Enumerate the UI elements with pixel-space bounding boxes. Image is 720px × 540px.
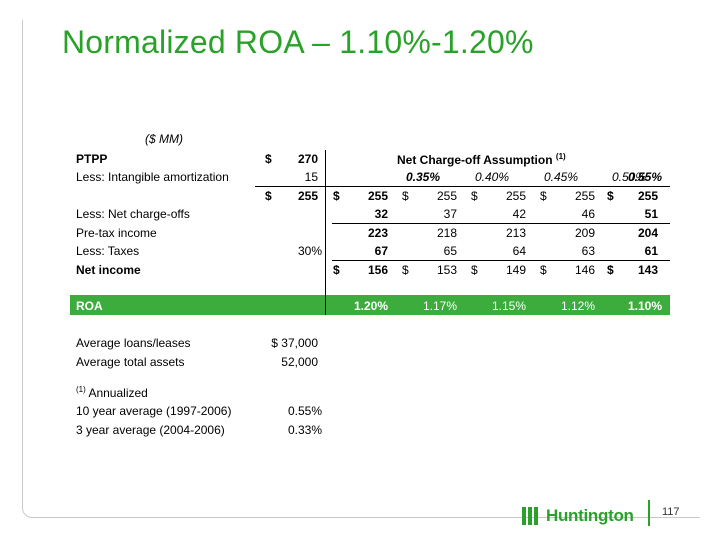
pretax-row: Pre-tax income 223 218 213 209 204 bbox=[70, 224, 670, 242]
rule-under-chargeoffs bbox=[332, 223, 670, 224]
adj-c4-value: 255 bbox=[574, 189, 595, 203]
roa-1: 1.20% bbox=[353, 299, 388, 313]
ni-c2-dollar: $ bbox=[402, 263, 409, 277]
assumption-title-text: Net Charge-off Assumption bbox=[397, 153, 553, 167]
adj-c2-dollar: $ bbox=[402, 189, 409, 203]
intangible-row: Less: Intangible amortization 15 0.35% 0… bbox=[70, 168, 670, 186]
roa-2: 1.17% bbox=[422, 299, 457, 313]
co-1: 32 bbox=[374, 207, 388, 221]
rule-under-intangible bbox=[255, 186, 670, 187]
tx-5: 61 bbox=[644, 244, 658, 258]
footnote-3yr-label: 3 year average (2004-2006) bbox=[76, 423, 225, 437]
pt-5: 204 bbox=[637, 226, 658, 240]
adj-value: 255 bbox=[297, 189, 318, 203]
roa-5: 1.10% bbox=[627, 299, 662, 313]
assumption-title: Net Charge-off Assumption (1) bbox=[397, 152, 566, 167]
adj-c1-value: 255 bbox=[367, 189, 388, 203]
ptpp-label: PTPP bbox=[76, 152, 108, 166]
roa-divider bbox=[325, 295, 326, 315]
pt-1: 223 bbox=[367, 226, 388, 240]
rate-1: 0.35% bbox=[405, 170, 440, 184]
huntington-logo: Huntington bbox=[522, 505, 634, 527]
intangible-label: Less: Intangible amortization bbox=[76, 170, 229, 184]
roa-label: ROA bbox=[76, 299, 103, 313]
footnote-row: (1) Annualized bbox=[70, 383, 670, 401]
ni-c4-dollar: $ bbox=[540, 263, 547, 277]
unit-note: ($ MM) bbox=[145, 132, 183, 146]
footnote-3yr-value: 0.33% bbox=[287, 423, 322, 437]
page-number: 117 bbox=[662, 506, 680, 518]
pt-3: 213 bbox=[505, 226, 526, 240]
tax-rate: 30% bbox=[297, 244, 322, 258]
footnote-marker: (1) bbox=[76, 385, 86, 394]
rate-5-holder: 0.55% bbox=[70, 168, 670, 186]
ni-c5-dollar: $ bbox=[607, 263, 614, 277]
avg-assets-value: 52,000 bbox=[281, 355, 318, 369]
avg-loans-row: Average loans/leases $ 37,000 bbox=[70, 334, 670, 352]
ni-c3-dollar: $ bbox=[471, 263, 478, 277]
tx-2: 65 bbox=[443, 244, 457, 258]
roa-4: 1.12% bbox=[560, 299, 595, 313]
footer-separator bbox=[648, 500, 650, 526]
chargeoffs-label: Less: Net charge-offs bbox=[76, 207, 190, 221]
logo-text: Huntington bbox=[546, 506, 634, 525]
roa-3: 1.15% bbox=[491, 299, 526, 313]
ptpp-dollar: $ bbox=[265, 152, 272, 166]
roa-row: ROA 1.20% 1.17% 1.15% 1.12% 1.10% bbox=[70, 295, 670, 315]
ni-c5-value: 143 bbox=[637, 263, 658, 277]
footnote-10yr-label: 10 year average (1997-2006) bbox=[76, 404, 232, 418]
slide-title: Normalized ROA – 1.10%-1.20% bbox=[62, 24, 534, 60]
footnote-3yr-row: 3 year average (2004-2006) 0.33% bbox=[70, 421, 670, 439]
intangible-value: 15 bbox=[304, 170, 318, 184]
taxes-row: Less: Taxes 30% 67 65 64 63 61 bbox=[70, 242, 670, 260]
net-income-label: Net income bbox=[76, 263, 141, 277]
tx-1: 67 bbox=[374, 244, 388, 258]
avg-assets-label: Average total assets bbox=[76, 355, 185, 369]
assumption-note: (1) bbox=[555, 152, 566, 161]
adj-c2-value: 255 bbox=[436, 189, 457, 203]
ptpp-value: 270 bbox=[297, 152, 318, 166]
adjusted-row: $ 255 $ 255 $ 255 $ 255 $ 255 $ 255 bbox=[70, 187, 670, 205]
tx-3: 64 bbox=[512, 244, 526, 258]
pt-4: 209 bbox=[574, 226, 595, 240]
net-income-row: Net income $ 156 $ 153 $ 149 $ 146 $ 143 bbox=[70, 261, 670, 279]
ni-c2-value: 153 bbox=[436, 263, 457, 277]
rate-2: 0.40% bbox=[474, 170, 509, 184]
ni-c1-value: 156 bbox=[367, 263, 388, 277]
rate-3: 0.45% bbox=[543, 170, 578, 184]
adj-c5-dollar: $ bbox=[607, 189, 614, 203]
adj-dollar: $ bbox=[265, 189, 272, 203]
adj-c3-dollar: $ bbox=[471, 189, 478, 203]
huntington-mark-icon bbox=[522, 507, 540, 525]
rule-under-taxes bbox=[332, 260, 670, 261]
ni-c1-dollar: $ bbox=[333, 263, 340, 277]
pretax-label: Pre-tax income bbox=[76, 226, 157, 240]
footnote-10yr-row: 10 year average (1997-2006) 0.55% bbox=[70, 402, 670, 420]
adj-c3-value: 255 bbox=[505, 189, 526, 203]
avg-assets-row: Average total assets 52,000 bbox=[70, 353, 670, 371]
co-4: 46 bbox=[581, 207, 595, 221]
adj-c5-value: 255 bbox=[637, 189, 658, 203]
ni-c3-value: 149 bbox=[505, 263, 526, 277]
avg-loans-value: $ 37,000 bbox=[271, 336, 318, 350]
avg-loans-label: Average loans/leases bbox=[76, 336, 191, 350]
tx-4: 63 bbox=[581, 244, 595, 258]
adj-c4-dollar: $ bbox=[540, 189, 547, 203]
footnote-10yr-value: 0.55% bbox=[287, 404, 322, 418]
footnote-text: Annualized bbox=[88, 386, 148, 400]
ni-c4-value: 146 bbox=[574, 263, 595, 277]
column-divider bbox=[325, 150, 326, 315]
rate-5: 0.55% bbox=[627, 170, 662, 184]
co-2: 37 bbox=[443, 207, 457, 221]
taxes-label: Less: Taxes bbox=[76, 244, 140, 258]
ptpp-row: PTPP $ 270 Net Charge-off Assumption (1) bbox=[70, 150, 670, 168]
slide-frame bbox=[22, 20, 700, 518]
pt-2: 218 bbox=[436, 226, 457, 240]
adj-c1-dollar: $ bbox=[333, 189, 340, 203]
co-3: 42 bbox=[512, 207, 526, 221]
footnote: (1) Annualized bbox=[76, 385, 148, 400]
chargeoffs-row: Less: Net charge-offs 32 37 42 46 51 bbox=[70, 205, 670, 223]
rate-4: 0.50% bbox=[611, 170, 646, 184]
co-5: 51 bbox=[644, 207, 658, 221]
